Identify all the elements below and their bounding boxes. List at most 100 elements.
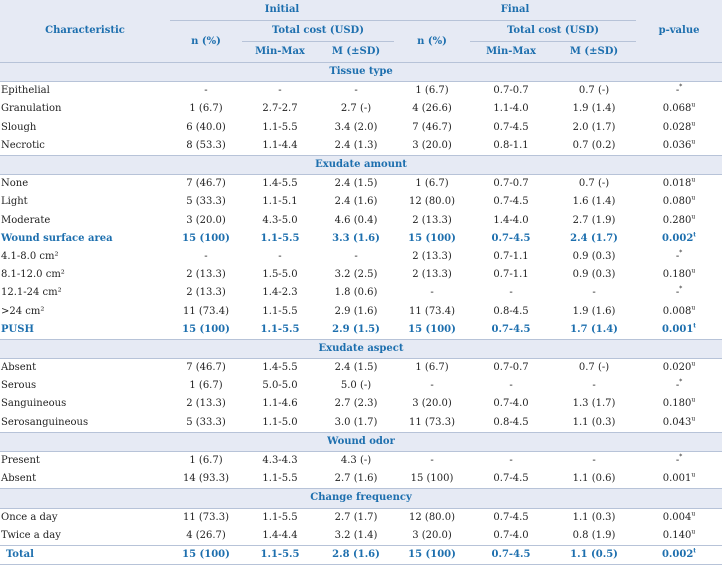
row-label: 8.1-12.0 cm² [1,269,65,281]
cell-final-min-max: - [509,455,513,467]
cell-initial-n: 3 (20.0) [186,214,226,226]
cell-final-mean-sd: 1.1 (0.5) [552,544,637,565]
header-initial-mean-sd: M (±SD) [318,41,395,63]
table-row: Once a day 11 (73.3) 1.1-5.5 2.7 (1.7) 12 (8… [0,508,722,527]
cell-initial-n: 2 (13.3) [186,287,226,299]
cell-final-mean-sd: 1.1 (0.3) [572,511,616,523]
row-label: >24 cm² [1,305,45,317]
header-final-min-max: Min-Max [470,41,553,63]
header-final-mean-sd: M (±SD) [552,41,637,63]
row-label: Total [0,544,170,565]
row-label: Slough [1,121,37,133]
cell-initial-mean-sd: 2.9 (1.6) [334,305,378,317]
cell-initial-min-max: - [278,85,282,97]
cell-initial-n: 4 (26.7) [186,529,226,541]
cell-p-value: -* [636,284,722,302]
cell-final-mean-sd: 0.8 (1.9) [572,529,616,541]
cell-final-min-max: 0.7-4.0 [493,529,529,541]
cell-final-n: 15 (100) [408,323,456,335]
cell-initial-n: 1 (6.7) [189,380,223,392]
cell-final-min-max: - [509,287,513,299]
cell-initial-min-max: 1.4-5.5 [262,178,298,190]
cell-final-mean-sd: 2.4 (1.7) [570,232,618,244]
p-value-marker: * [679,378,683,386]
cell-initial-n: - [204,85,208,97]
p-value-number: 0.002 [661,232,694,244]
p-value-marker: u [691,120,696,128]
cell-final-n: 12 (80.0) [409,196,455,208]
row-label: Light [1,196,28,208]
cell-final-n: 4 (26.6) [412,103,452,115]
p-value-marker: u [691,267,696,275]
cell-initial-n: 15 (100) [182,232,230,244]
cell-initial-min-max: 1.4-4.4 [262,529,298,541]
cell-final-min-max: 0.7-4.0 [493,398,529,410]
p-value-marker: * [679,286,683,294]
table-row: >24 cm² 11 (73.4) 1.1-5.5 2.9 (1.6) 11 (73.4… [0,302,722,320]
row-label: Serous [1,380,37,392]
cell-p-value: -* [636,248,722,266]
p-value-number: - [675,455,680,467]
section-header: Change frequency [0,488,722,509]
p-value-number: 0.002 [661,548,694,560]
cell-initial-mean-sd: 3.2 (2.5) [334,269,378,281]
cell-p-value: 0.018u [636,175,722,194]
cell-p-value: 0.043u [636,414,722,433]
cell-p-value: 0.140u [636,527,722,546]
p-value-marker: u [691,304,696,312]
table-row: Wound surface area 15 (100) 1.1-5.5 3.3 (1.… [0,230,722,248]
p-value-number: - [675,250,680,262]
cell-final-n: 1 (6.7) [415,362,449,374]
cell-final-min-max: 0.7-0.7 [493,85,529,97]
cell-final-min-max: 0.8-4.5 [493,416,529,428]
cell-final-min-max: 0.7-4.5 [493,121,529,133]
p-value-number: 0.020 [662,362,692,374]
table-row: None 7 (46.7) 1.4-5.5 2.4 (1.5) 1 (6.7) 0.7-0… [0,175,722,194]
cell-final-n: 2 (13.3) [412,250,452,262]
header-initial-n: n (%) [170,20,242,63]
table-row: Sanguineous 2 (13.3) 1.1-4.6 2.7 (2.3) 3 (20… [0,395,722,413]
table-row: Granulation 1 (6.7) 2.7-2.7 2.7 (-) 4 (26.6)… [0,100,722,118]
total-row: Total 15 (100) 1.1-5.5 2.8 (1.6) 15 (100) 0.7… [0,544,722,565]
cell-initial-min-max: 1.5-5.0 [262,269,298,281]
cell-final-mean-sd: 0.9 (0.3) [572,269,616,281]
table-row: Moderate 3 (20.0) 4.3-5.0 4.6 (0.4) 2 (13.3)… [0,212,722,230]
cell-initial-n: 2 (13.3) [186,269,226,281]
cell-initial-mean-sd: 3.4 (2.0) [334,121,378,133]
p-value-number: - [675,380,680,392]
cell-initial-min-max: 1.1-5.0 [262,416,298,428]
table-row: Slough 6 (40.0) 1.1-5.5 3.4 (2.0) 7 (46.7) 0.… [0,119,722,137]
cell-initial-mean-sd: 4.3 (-) [340,455,372,467]
cell-final-mean-sd: 2.7 (1.9) [572,214,616,226]
p-value-marker: u [691,213,696,221]
cell-p-value: 0.180u [636,266,722,284]
cell-initial-n: 14 (93.3) [183,473,229,485]
cell-p-value: 0.280u [636,212,722,230]
cell-initial-n: 5 (33.3) [186,416,226,428]
row-label: PUSH [1,323,34,335]
cell-initial-min-max: 1.1-4.6 [262,398,298,410]
cell-initial-mean-sd: 2.7 (1.7) [334,511,378,523]
cell-initial-n: 2 (13.3) [186,398,226,410]
p-value-number: 0.001 [661,323,694,335]
cell-final-n: 3 (20.0) [412,398,452,410]
p-value-number: 0.004 [662,511,692,523]
cell-initial-min-max: 4.3-5.0 [262,214,298,226]
p-value-marker: u [691,360,696,368]
cell-initial-mean-sd: 3.3 (1.6) [332,232,380,244]
cell-p-value: 0.068u [636,100,722,118]
cell-initial-n: 7 (46.7) [186,178,226,190]
cell-final-min-max: 0.8-4.5 [493,305,529,317]
cell-initial-mean-sd: 2.8 (1.6) [318,544,395,565]
section-title: Wound odor [0,431,722,452]
p-value-marker: u [691,138,696,146]
cell-initial-min-max: - [278,250,282,262]
p-value-marker: u [691,397,696,405]
p-value-marker: u [691,528,696,536]
section-title: Tissue type [0,61,722,83]
cell-final-min-max: 1.1-4.0 [493,103,529,115]
cell-final-n: 1 (6.7) [415,178,449,190]
p-value-number: - [675,85,680,97]
cell-initial-min-max: 1.1-5.5 [260,323,300,335]
